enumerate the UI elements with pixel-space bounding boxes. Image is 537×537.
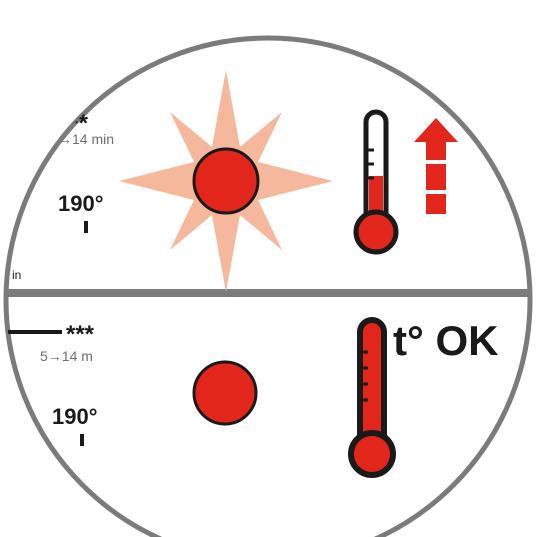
bottom-cook-time: 5→14 m: [40, 348, 93, 364]
outer-ring: [3, 35, 533, 537]
bottom-stars: ***: [66, 321, 95, 348]
bottom-temp-tick: [80, 434, 84, 446]
bottom-temperature: 190°: [52, 404, 98, 429]
sun-icon: [119, 70, 333, 292]
thermometer-rising-icon: [353, 109, 399, 255]
status-text: t° OK: [393, 317, 498, 364]
top-temperature: 190°: [58, 191, 104, 216]
top-section: *** →14 min 190° in: [12, 70, 458, 292]
top-temp-tick: [84, 221, 88, 233]
bottom-section: *** 5→14 m 190° t° OK: [6, 317, 498, 478]
bottom-stars-line: [6, 330, 62, 334]
arrow-up-icon: [414, 118, 458, 214]
top-side-text: in: [12, 268, 21, 282]
top-cook-time: →14 min: [58, 131, 114, 147]
thermometer-full-icon: [348, 317, 396, 478]
heat-dot-icon: [192, 360, 258, 426]
section-divider: [6, 289, 530, 297]
